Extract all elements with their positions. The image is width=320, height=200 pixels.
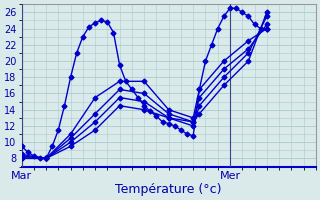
- X-axis label: Température (°c): Température (°c): [116, 183, 222, 196]
